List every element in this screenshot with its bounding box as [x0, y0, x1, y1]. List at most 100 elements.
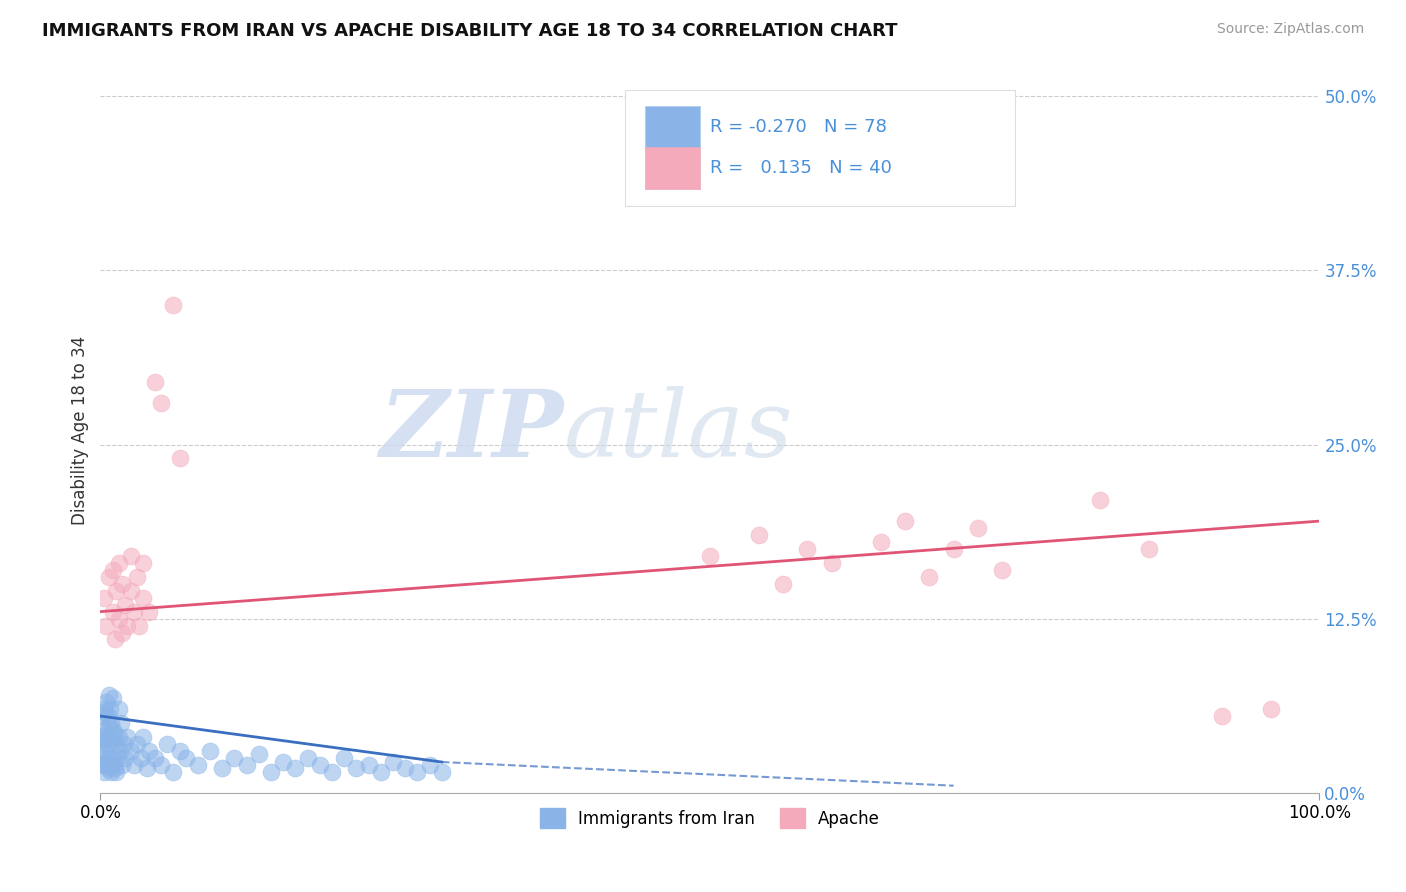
- Point: [198, 744, 221, 758]
- Point: [370, 764, 392, 779]
- Text: ZIP: ZIP: [380, 385, 564, 475]
- Point: [93, 702, 115, 716]
- Point: [143, 375, 166, 389]
- Point: [91, 751, 114, 765]
- Point: [132, 730, 155, 744]
- Point: [297, 751, 319, 765]
- Point: [260, 764, 283, 779]
- Point: [1088, 493, 1111, 508]
- Point: [111, 757, 134, 772]
- Point: [124, 757, 146, 772]
- Point: [93, 723, 115, 737]
- Point: [105, 764, 128, 779]
- Point: [132, 591, 155, 605]
- Text: R = -0.270   N = 78: R = -0.270 N = 78: [710, 118, 887, 136]
- Point: [114, 598, 136, 612]
- Point: [135, 761, 157, 775]
- Point: [97, 688, 120, 702]
- Point: [418, 757, 440, 772]
- FancyBboxPatch shape: [624, 90, 1015, 206]
- Legend: Immigrants from Iran, Apache: Immigrants from Iran, Apache: [533, 801, 887, 835]
- Point: [156, 737, 179, 751]
- Point: [1137, 541, 1160, 556]
- Point: [321, 764, 343, 779]
- Point: [98, 757, 121, 772]
- Point: [211, 761, 233, 775]
- Point: [101, 563, 124, 577]
- Point: [110, 716, 132, 731]
- Point: [97, 761, 120, 775]
- Point: [115, 730, 138, 744]
- Point: [138, 744, 160, 758]
- Point: [107, 730, 129, 744]
- Point: [105, 583, 128, 598]
- Point: [96, 727, 118, 741]
- Point: [93, 591, 115, 605]
- Point: [138, 605, 160, 619]
- Point: [394, 761, 416, 775]
- Point: [107, 611, 129, 625]
- Point: [94, 757, 117, 772]
- Point: [224, 751, 246, 765]
- Point: [918, 570, 941, 584]
- Point: [124, 605, 146, 619]
- Point: [98, 730, 121, 744]
- Point: [96, 618, 118, 632]
- Point: [869, 535, 891, 549]
- Point: [97, 751, 120, 765]
- Text: R =   0.135   N = 40: R = 0.135 N = 40: [710, 160, 891, 178]
- Point: [150, 395, 173, 409]
- Point: [103, 732, 125, 747]
- Point: [100, 716, 122, 731]
- Point: [748, 528, 770, 542]
- Point: [101, 723, 124, 737]
- Point: [93, 744, 115, 758]
- Point: [120, 744, 142, 758]
- Point: [796, 541, 818, 556]
- Point: [98, 702, 121, 716]
- Point: [97, 570, 120, 584]
- Point: [111, 576, 134, 591]
- Point: [97, 737, 120, 751]
- Point: [103, 757, 125, 772]
- Point: [821, 556, 844, 570]
- Point: [101, 605, 124, 619]
- Point: [150, 757, 173, 772]
- Point: [247, 747, 270, 761]
- Point: [132, 556, 155, 570]
- Point: [94, 705, 117, 719]
- Point: [90, 757, 112, 772]
- Point: [101, 690, 124, 705]
- Point: [97, 709, 120, 723]
- Point: [104, 727, 127, 741]
- FancyBboxPatch shape: [645, 106, 700, 148]
- Point: [112, 737, 135, 751]
- Point: [108, 744, 131, 758]
- Y-axis label: Disability Age 18 to 34: Disability Age 18 to 34: [72, 336, 89, 525]
- Text: Source: ZipAtlas.com: Source: ZipAtlas.com: [1216, 22, 1364, 37]
- Point: [772, 576, 794, 591]
- FancyBboxPatch shape: [645, 147, 700, 189]
- Point: [107, 702, 129, 716]
- Point: [96, 755, 118, 769]
- Point: [162, 764, 184, 779]
- Point: [187, 757, 209, 772]
- Point: [174, 751, 197, 765]
- Point: [143, 751, 166, 765]
- Point: [169, 744, 191, 758]
- Point: [114, 751, 136, 765]
- Point: [699, 549, 721, 563]
- Point: [101, 751, 124, 765]
- Point: [115, 618, 138, 632]
- Point: [91, 709, 114, 723]
- Text: atlas: atlas: [564, 385, 793, 475]
- Point: [308, 757, 330, 772]
- Point: [125, 570, 148, 584]
- Point: [107, 751, 129, 765]
- Point: [125, 737, 148, 751]
- Point: [271, 755, 294, 769]
- Point: [1211, 709, 1233, 723]
- Point: [991, 563, 1014, 577]
- Point: [430, 764, 453, 779]
- Point: [128, 618, 150, 632]
